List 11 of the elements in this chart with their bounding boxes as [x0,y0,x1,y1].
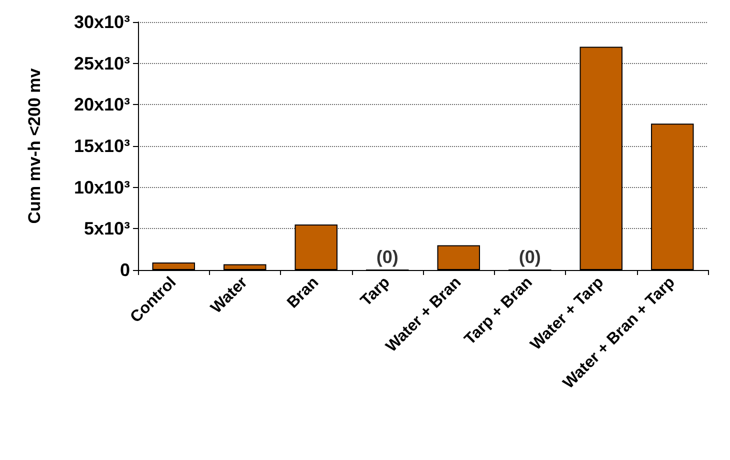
y-tick-label: 5x10³ [84,218,130,239]
x-tick-label: Tarp [358,274,394,310]
y-tick-label: 10x10³ [74,177,130,198]
annotation: (0) [376,247,398,267]
y-tick-label: 20x10³ [74,94,130,115]
annotation: (0) [518,247,541,267]
y-axis-title: Cum mv-h <200 mv [25,68,44,224]
y-tick-label: 15x10³ [74,136,130,156]
y-tick-label: 0 [120,260,130,280]
y-tick-label: 30x10³ [74,12,130,32]
y-tick-label: 25x10³ [74,53,130,74]
